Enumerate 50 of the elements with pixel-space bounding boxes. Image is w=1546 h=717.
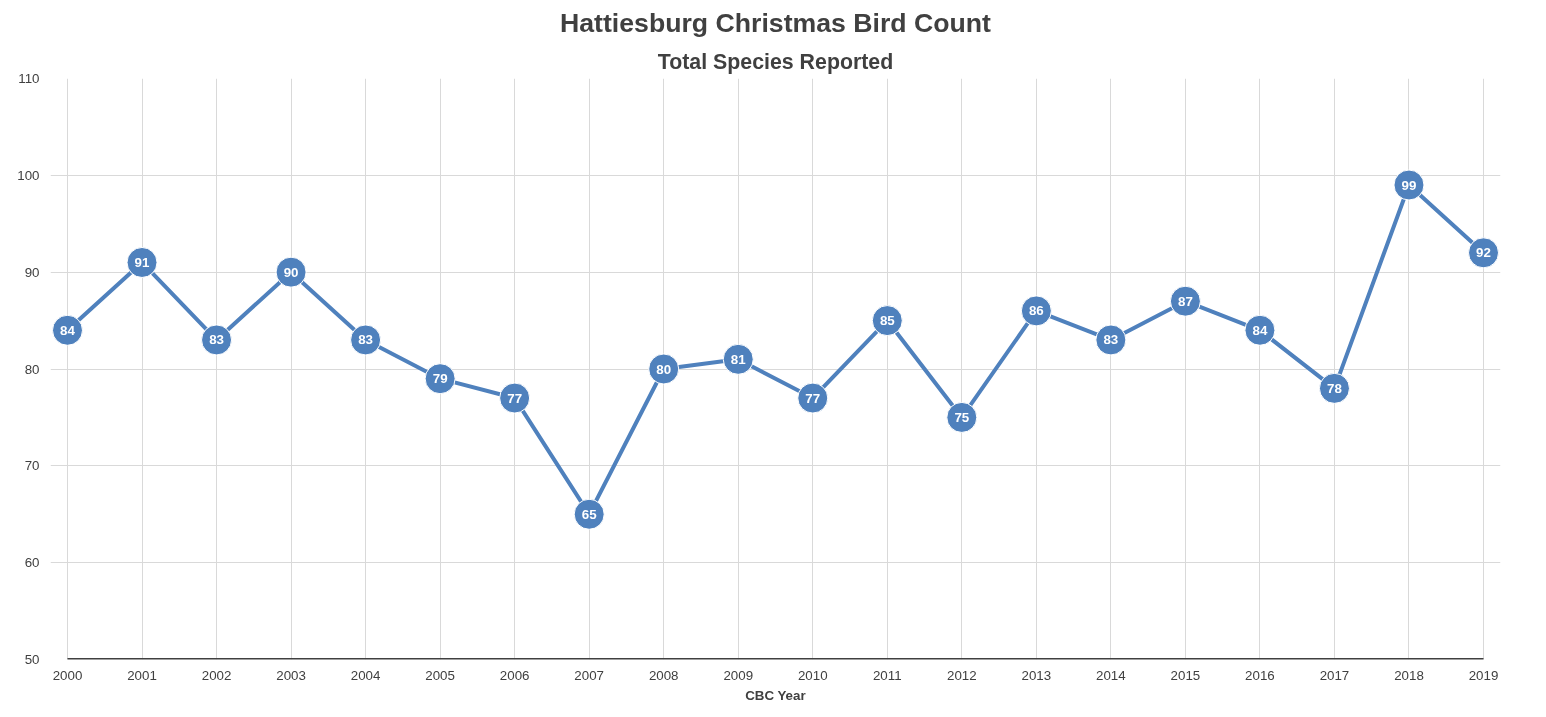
data-label: 84 [1252,322,1268,338]
data-label: 83 [358,332,374,348]
data-label: 77 [507,390,523,406]
data-label: 79 [432,371,448,387]
y-tick-label: 50 [24,652,40,667]
x-tick-label: 2010 [797,667,828,683]
x-tick-label: 2004 [350,667,382,683]
x-tick-label: 2009 [723,667,754,683]
data-label: 85 [879,313,896,329]
data-label: 77 [805,390,821,406]
data-label: 75 [954,409,970,425]
data-label: 83 [1103,332,1119,348]
x-tick-label: 2016 [1245,667,1275,683]
x-tick-label: 2003 [276,667,306,683]
x-tick-label: 2012 [946,667,977,683]
x-tick-label: 2001 [127,667,157,683]
y-tick-label: 100 [17,167,40,183]
data-label: 90 [283,264,299,280]
x-tick-label: 2008 [648,667,679,683]
data-label: 65 [581,506,598,522]
x-axis-title: CBC Year [745,687,806,703]
data-label: 83 [209,332,224,348]
y-tick-label: 90 [24,264,40,280]
x-tick-label: 2002 [201,667,232,683]
y-tick-label: 80 [24,361,40,377]
data-label: 99 [1401,177,1417,193]
x-tick-label: 2000 [52,667,83,683]
x-tick-label: 2013 [1021,667,1052,683]
x-tick-label: 2018 [1394,667,1424,683]
data-label: 92 [1476,245,1491,261]
data-label: 87 [1177,293,1193,309]
data-label: 78 [1327,380,1342,396]
data-label: 80 [656,361,672,377]
chart-title: Hattiesburg Christmas Bird Count [560,7,992,38]
x-tick-label: 2017 [1319,667,1350,683]
x-tick-label: 2006 [499,667,530,683]
x-tick-label: 2019 [1468,667,1499,683]
y-tick-label: 70 [24,458,40,474]
data-label: 84 [60,322,76,338]
chart-subtitle: Total Species Reported [657,49,894,74]
x-tick-label: 2014 [1096,667,1127,683]
data-label: 81 [730,351,747,367]
data-label: 91 [134,254,151,270]
x-tick-label: 2007 [574,667,605,683]
data-label: 86 [1028,303,1044,319]
y-tick-label: 60 [24,555,40,571]
x-tick-label: 2015 [1170,667,1201,683]
y-tick-label: 110 [18,71,40,86]
x-tick-label: 2005 [425,667,455,683]
x-tick-label: 2011 [872,667,902,683]
